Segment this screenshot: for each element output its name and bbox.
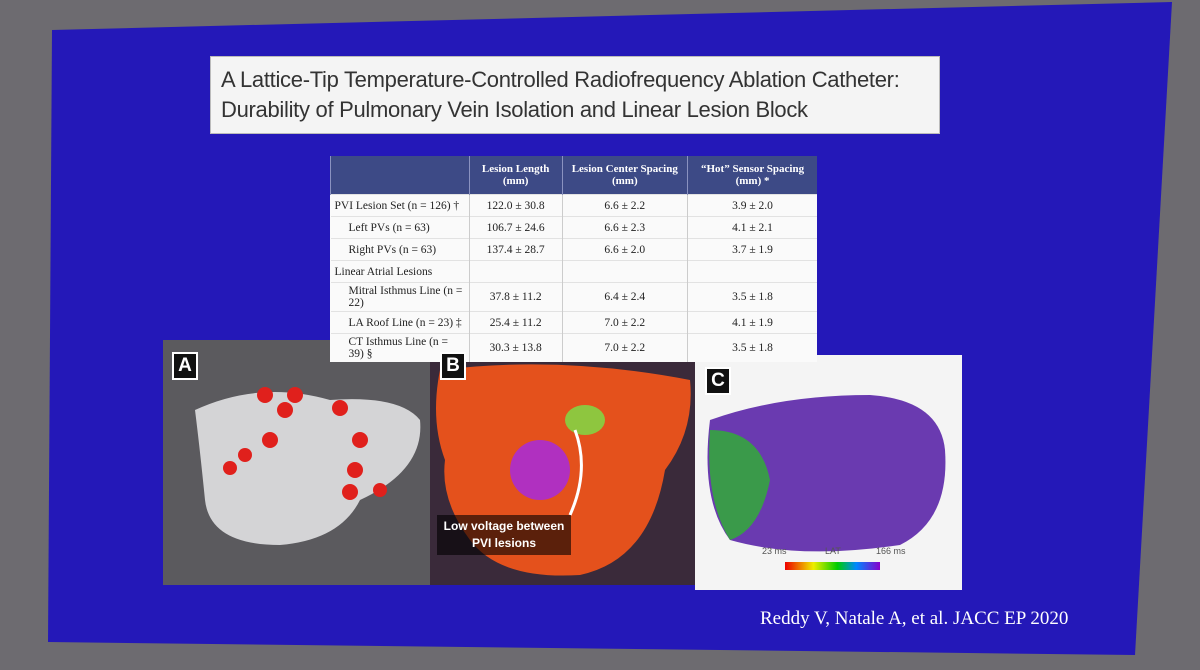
cell: 6.6 ± 2.0	[561, 238, 688, 261]
cell: 3.5 ± 1.8	[687, 282, 817, 312]
cell	[687, 260, 817, 283]
panel-label: B	[440, 352, 466, 380]
low-voltage	[565, 405, 605, 435]
atrium	[195, 392, 421, 545]
cell: 30.3 ± 13.8	[468, 333, 562, 362]
lesions	[223, 387, 387, 500]
scale-label: 166 ms	[876, 546, 906, 556]
cell: 106.7 ± 24.6	[468, 216, 562, 239]
cell: 7.0 ± 2.2	[561, 333, 688, 362]
panel-a	[163, 340, 430, 585]
row-label: Right PVs (n = 63)	[330, 238, 470, 261]
table-row: PVI Lesion Set (n = 126) † 122.0 ± 30.8 6.…	[330, 194, 817, 217]
cell: 122.0 ± 30.8	[468, 194, 562, 217]
cell: 25.4 ± 11.2	[468, 311, 562, 334]
row-label: Linear Atrial Lesions	[330, 260, 470, 283]
header-cell: Lesion Length (mm)	[468, 156, 562, 195]
results-table: Lesion Length (mm) Lesion Center Spacing …	[330, 156, 817, 362]
row-label: CT Isthmus Line (n = 39) §	[330, 333, 470, 362]
cell: 3.9 ± 2.0	[687, 194, 817, 217]
cell: 6.6 ± 2.2	[561, 194, 688, 217]
row-label: LA Roof Line (n = 23) ‡	[330, 311, 470, 334]
cell: 37.8 ± 11.2	[468, 282, 562, 312]
table-row: LA Roof Line (n = 23) ‡ 25.4 ± 11.2 7.0 ± …	[330, 311, 817, 334]
panel-label: A	[172, 352, 198, 380]
table-row: Right PVs (n = 63) 137.4 ± 28.7 6.6 ± 2.0 3…	[330, 238, 817, 261]
cell: 6.6 ± 2.3	[561, 216, 688, 239]
cell: 7.0 ± 2.2	[561, 311, 688, 334]
table-row: Linear Atrial Lesions	[330, 260, 817, 283]
lat-region	[709, 430, 770, 540]
header-cell: “Hot” Sensor Spacing (mm) *	[687, 156, 817, 195]
cell: 137.4 ± 28.7	[468, 238, 562, 261]
scale-label: LAT	[825, 546, 841, 556]
slide-title: A Lattice-Tip Temperature-Controlled Rad…	[210, 56, 940, 134]
color-scale	[785, 562, 880, 570]
cell: 4.1 ± 2.1	[687, 216, 817, 239]
row-label: PVI Lesion Set (n = 126) †	[330, 194, 470, 217]
annotation: Low voltage between PVI lesions	[437, 515, 571, 555]
header-cell: Lesion Center Spacing (mm)	[561, 156, 688, 195]
panel-c	[695, 355, 962, 590]
citation: Reddy V, Natale A, et al. JACC EP 2020	[760, 608, 1069, 629]
table-row: CT Isthmus Line (n = 39) § 30.3 ± 13.8 7.0…	[330, 333, 817, 362]
cell: 6.4 ± 2.4	[561, 282, 688, 312]
row-label: Left PVs (n = 63)	[330, 216, 470, 239]
table-row: Left PVs (n = 63) 106.7 ± 24.6 6.6 ± 2.3 4.…	[330, 216, 817, 239]
cell	[468, 260, 562, 283]
cell	[561, 260, 688, 283]
header-row: Lesion Length (mm) Lesion Center Spacing …	[330, 156, 817, 195]
header-cell	[330, 156, 470, 195]
cell: 3.5 ± 1.8	[687, 333, 817, 362]
panel-label: C	[705, 367, 731, 395]
row-label: Mitral Isthmus Line (n = 22)	[330, 282, 470, 312]
low-voltage	[510, 440, 570, 500]
scale-label: 23 ms	[762, 546, 787, 556]
table-row: Mitral Isthmus Line (n = 22) 37.8 ± 11.2 6…	[330, 282, 817, 312]
cell: 3.7 ± 1.9	[687, 238, 817, 261]
cell: 4.1 ± 1.9	[687, 311, 817, 334]
lat-map	[707, 395, 946, 552]
arrow	[568, 429, 583, 516]
